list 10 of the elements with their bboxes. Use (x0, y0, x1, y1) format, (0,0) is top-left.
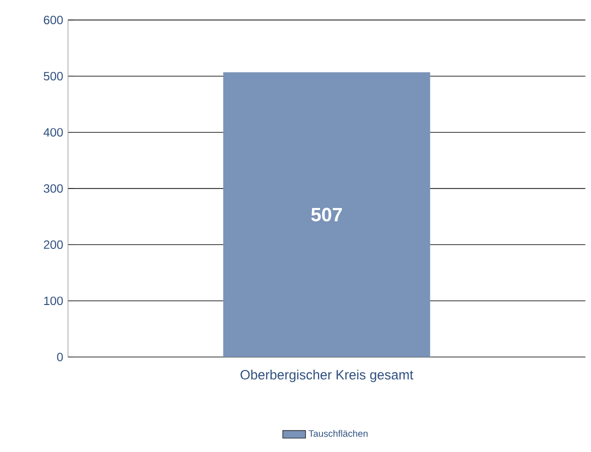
legend-label: Tauschflächen (308, 430, 368, 437)
y-tick-label: 0 (57, 352, 63, 362)
data-label: 507 (311, 208, 342, 222)
y-tick-label: 300 (44, 184, 63, 193)
x-tick-label: Oberbergischer Kreis gesamt (240, 370, 414, 382)
y-tick-label: 500 (44, 72, 63, 80)
y-tick-label: 600 (44, 16, 63, 24)
y-tick-label: 100 (44, 296, 63, 306)
y-tick-label: 200 (44, 240, 63, 249)
y-tick-label: 400 (44, 128, 63, 137)
